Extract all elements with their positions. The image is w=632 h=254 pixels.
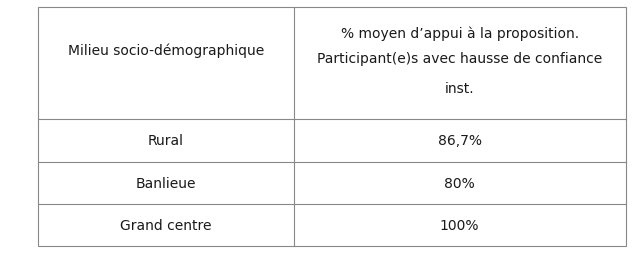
Text: 86,7%: 86,7% [437,134,482,148]
Text: % moyen d’appui à la proposition.: % moyen d’appui à la proposition. [341,27,579,41]
Text: Participant(e)s avec hausse de confiance: Participant(e)s avec hausse de confiance [317,52,602,66]
Text: Milieu socio-démographique: Milieu socio-démographique [68,44,264,58]
Text: 100%: 100% [440,218,480,232]
Text: 80%: 80% [444,176,475,190]
Text: inst.: inst. [445,81,475,95]
Text: Banlieue: Banlieue [135,176,196,190]
Text: Grand centre: Grand centre [120,218,212,232]
Text: Rural: Rural [148,134,184,148]
